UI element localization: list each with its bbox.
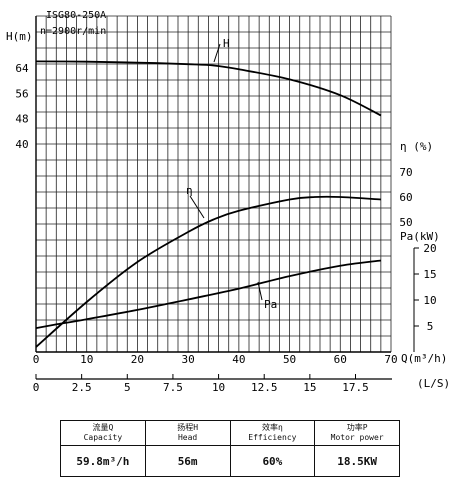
efficiency-tick-label: 60 [399,191,412,204]
power-tick-label: 10 [423,294,436,307]
ls-tick-label: 5 [124,381,131,394]
spec-value-efficiency: 60% [229,445,316,477]
power-curve [35,259,382,329]
head-tick-label: 40 [15,138,28,151]
pump-performance-chart: 0 10 20 30 40 50 60 70 0 2.5 5 7.5 10 12.5 15 17.5 40 48 5… [6,10,450,394]
x-tick-label: 40 [232,353,245,366]
x-tick-label: 10 [80,353,93,366]
flow-ls-axis-label: (L/S) [417,377,450,390]
efficiency-tick-label: 50 [399,216,412,229]
head-axis-label: H(m) [6,30,33,43]
spec-table: 流量Q Capacity 扬程H Head 效率η Efficiency 功率P Mot… [60,420,400,477]
spec-header-power-en: Motor power [330,433,384,442]
head-tick-label: 48 [15,113,28,126]
spec-header-power: 功率P Motor power [314,420,400,446]
spec-header-efficiency-en: Efficiency [248,433,297,442]
head-curve-label: H [223,37,230,50]
spec-header-head-en: Head [177,433,198,442]
ls-tick-label: 15 [303,381,316,394]
spec-header-capacity-cn: 流量Q [92,423,114,432]
spec-header-head-cn: 扬程H [177,423,199,432]
chart-curves [35,43,382,348]
x-tick-label: 70 [384,353,397,366]
efficiency-axis-label: η (%) [400,140,433,153]
power-tick-label: 20 [423,242,436,255]
spec-header-capacity-en: Capacity [83,433,123,442]
spec-header-efficiency-cn: 效率η [261,423,283,432]
x-tick-label: 60 [334,353,347,366]
spec-header-capacity: 流量Q Capacity [60,420,146,446]
power-axis-label: Pa(kW) [400,230,440,243]
spec-value-power: 18.5KW [314,445,400,477]
ls-tick-label: 7.5 [163,381,183,394]
efficiency-tick-label: 70 [399,166,412,179]
pump-model-label: ISG80-250A [46,10,106,21]
power-tick-label: 15 [423,268,436,281]
x-tick-label: 50 [283,353,296,366]
head-label-leader [213,43,221,63]
chart-axes [35,16,415,380]
spec-header-row: 流量Q Capacity 扬程H Head 效率η Efficiency 功率P Mot… [60,420,400,446]
chart-ticks: 0 10 20 30 40 50 60 70 0 2.5 5 7.5 10 12.5 15 17.5 40 48 5… [15,62,436,394]
power-tick-label: 5 [427,320,434,333]
x-tick-label: 20 [131,353,144,366]
ls-tick-label: 10 [212,381,225,394]
x-tick-label: 0 [33,353,40,366]
ls-tick-label: 17.5 [342,381,369,394]
pump-speed-label: n=2900r/min [40,26,106,37]
power-curve-label: Pa [264,298,277,311]
ls-tick-label: 12.5 [251,381,278,394]
spec-value-head: 56m [144,445,231,477]
spec-value-capacity: 59.8m³/h [60,445,146,477]
head-tick-label: 56 [15,87,28,100]
head-tick-label: 64 [15,62,29,75]
spec-header-efficiency: 效率η Efficiency [229,420,316,446]
power-label-leader [257,281,263,301]
spec-header-power-cn: 功率P [346,423,368,432]
x-tick-label: 30 [182,353,195,366]
efficiency-label-leader [189,195,205,219]
spec-header-head: 扬程H Head [144,420,231,446]
efficiency-curve [35,195,381,348]
flow-m3h-axis-label: Q(m³/h) [401,352,447,365]
ls-tick-label: 2.5 [72,381,92,394]
ls-tick-label: 0 [33,381,40,394]
spec-value-row: 59.8m³/h 56m 60% 18.5KW [60,445,400,477]
efficiency-curve-label: η [186,184,193,197]
chart-grid [35,15,392,353]
head-curve [35,60,382,117]
